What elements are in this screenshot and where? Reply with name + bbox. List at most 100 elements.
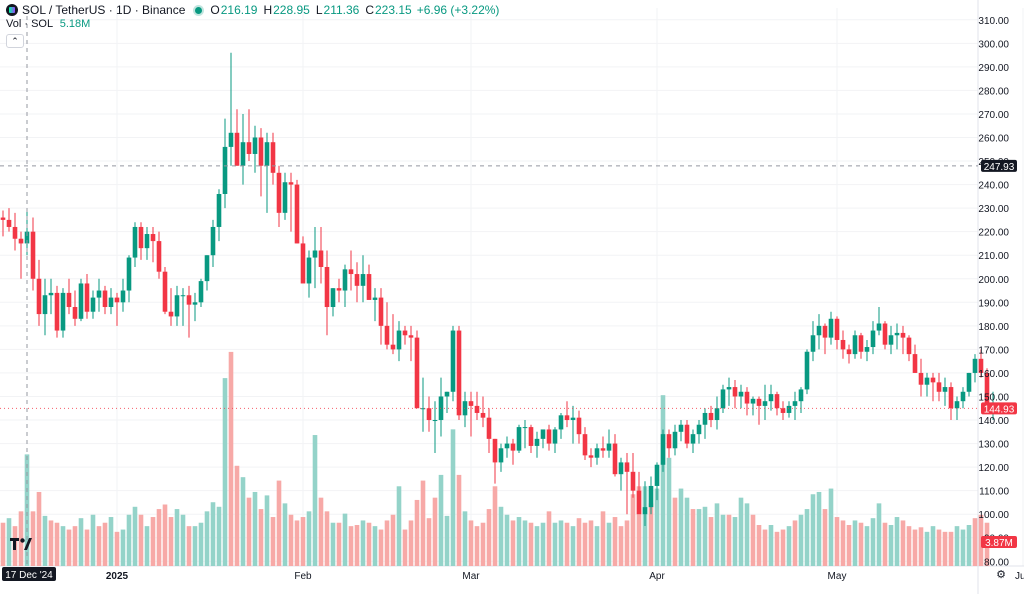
volume-bar bbox=[888, 525, 894, 566]
y-tick-label: 170.00 bbox=[978, 345, 1009, 356]
chevron-up-icon[interactable]: ⌃ bbox=[6, 34, 24, 48]
candle-body bbox=[552, 429, 558, 444]
candle-body bbox=[186, 295, 192, 305]
volume-legend: Vol · SOL 5.18M bbox=[6, 18, 90, 30]
candle-body bbox=[468, 401, 474, 406]
volume-bar bbox=[300, 517, 306, 566]
candle-body bbox=[714, 408, 720, 421]
candle-body bbox=[894, 332, 900, 336]
candle-body bbox=[234, 132, 240, 166]
candle-body bbox=[108, 297, 114, 308]
candle-body bbox=[348, 269, 354, 275]
candle-body bbox=[636, 490, 642, 515]
volume-bar bbox=[18, 511, 24, 566]
volume-bar bbox=[498, 506, 504, 566]
candle-body bbox=[6, 219, 12, 227]
volume-bar bbox=[576, 518, 582, 566]
volume-bar bbox=[510, 520, 516, 566]
candle-body bbox=[60, 292, 66, 331]
volume-bar bbox=[486, 509, 492, 566]
candle-body bbox=[54, 292, 60, 331]
candle-body bbox=[204, 255, 210, 282]
candle-body bbox=[366, 274, 372, 300]
volume-bar bbox=[762, 529, 768, 566]
volume-bar bbox=[624, 520, 630, 566]
volume-bar bbox=[390, 514, 396, 566]
candle-body bbox=[432, 420, 438, 422]
candle-body bbox=[372, 297, 378, 300]
volume-bar bbox=[528, 522, 534, 566]
volume-bar bbox=[186, 526, 192, 566]
candle-body bbox=[684, 424, 690, 444]
symbol-title[interactable]: SOL / TetherUS · 1D · Binance bbox=[22, 3, 186, 17]
last-volume-tag-bg bbox=[981, 536, 1017, 548]
crosshair-price-tag: 247.93 bbox=[984, 162, 1015, 173]
volume-bar bbox=[852, 520, 858, 566]
volume-bar bbox=[942, 531, 948, 566]
volume-bar bbox=[240, 477, 246, 566]
candle-body bbox=[738, 391, 744, 397]
candle-body bbox=[168, 311, 174, 317]
volume-value: 5.18M bbox=[59, 18, 91, 30]
volume-bar bbox=[348, 526, 354, 566]
candle-body bbox=[708, 412, 714, 421]
volume-bar bbox=[918, 527, 924, 566]
candle-body bbox=[648, 485, 654, 508]
ohlc-open-label: O bbox=[210, 3, 220, 17]
volume-bar bbox=[366, 522, 372, 566]
volume-bar bbox=[696, 509, 702, 566]
volume-bar bbox=[714, 503, 720, 566]
candle-body bbox=[654, 464, 660, 486]
candle-body bbox=[294, 184, 300, 244]
candle-body bbox=[84, 283, 90, 312]
gear-icon[interactable]: ⚙ bbox=[996, 569, 1006, 581]
candle-body bbox=[324, 266, 330, 308]
candle-body bbox=[102, 290, 108, 308]
volume-bar bbox=[342, 513, 348, 566]
volume-bar bbox=[138, 514, 144, 566]
candle-body bbox=[978, 358, 984, 373]
volume-bar bbox=[30, 511, 36, 566]
volume-bar bbox=[822, 509, 828, 566]
volume-bar bbox=[222, 378, 228, 566]
volume-bar bbox=[246, 497, 252, 566]
volume-bar bbox=[858, 522, 864, 566]
y-tick-label: 220.00 bbox=[978, 228, 1009, 239]
volume-bar bbox=[774, 531, 780, 566]
ohlc-low: 211.36 bbox=[323, 3, 360, 17]
candle-body bbox=[882, 323, 888, 345]
volume-bar bbox=[24, 454, 30, 566]
candle-body bbox=[228, 132, 234, 147]
candle-body bbox=[906, 337, 912, 355]
candle-body bbox=[252, 137, 258, 154]
volume-bar bbox=[192, 526, 198, 566]
volume-bar bbox=[702, 506, 708, 566]
volume-bar bbox=[432, 497, 438, 566]
tradingview-logo[interactable] bbox=[10, 538, 32, 553]
candle-body bbox=[582, 434, 588, 456]
candle-body bbox=[798, 389, 804, 402]
candle-body bbox=[150, 234, 156, 242]
candle-body bbox=[888, 335, 894, 345]
volume-bar bbox=[744, 503, 750, 566]
volume-bar bbox=[546, 511, 552, 566]
ohlc-close-label: C bbox=[365, 3, 374, 17]
candle-body bbox=[672, 431, 678, 449]
candle-body bbox=[270, 142, 276, 173]
candle-body bbox=[210, 226, 216, 256]
candle-body bbox=[588, 455, 594, 458]
y-tick-label: 100.00 bbox=[978, 510, 1009, 521]
candle-body bbox=[384, 325, 390, 345]
volume-bar bbox=[630, 494, 636, 566]
candle-body bbox=[132, 226, 138, 258]
last-volume-tag: 3.87M bbox=[985, 538, 1013, 549]
volume-bar bbox=[66, 529, 72, 566]
candle-body bbox=[162, 271, 168, 312]
volume-bar bbox=[738, 497, 744, 566]
candle-body bbox=[702, 412, 708, 425]
candle-body bbox=[768, 394, 774, 402]
ohlc-open: 216.19 bbox=[220, 3, 258, 17]
volume-bar bbox=[168, 517, 174, 566]
volume-bar bbox=[816, 491, 822, 566]
